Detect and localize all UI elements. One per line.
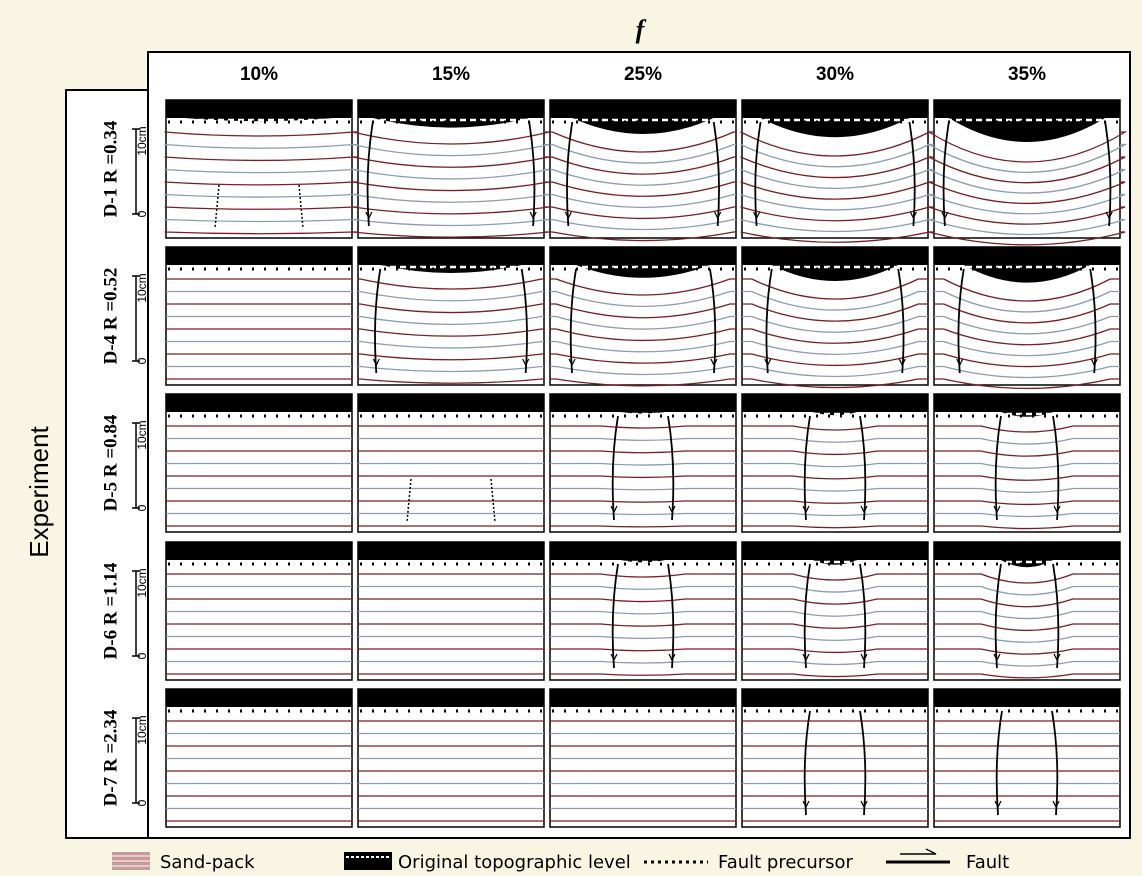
topo-bar xyxy=(358,394,544,412)
topo-bar xyxy=(550,100,736,118)
row-label: D-6 R =1.14 xyxy=(100,562,121,659)
legend-label: Sand-pack xyxy=(160,852,255,873)
topo-bar xyxy=(550,542,736,560)
topo-bar xyxy=(358,542,544,560)
topo-bar xyxy=(550,689,736,707)
row-label: D-7 R =2.34 xyxy=(100,709,121,806)
panel xyxy=(550,394,736,532)
panel xyxy=(166,394,352,532)
topo-bar xyxy=(934,542,1120,560)
scale-top: 10cm xyxy=(135,715,149,744)
topo-bar xyxy=(358,689,544,707)
panel xyxy=(353,100,549,238)
topo-bar xyxy=(166,100,352,118)
panel xyxy=(742,247,928,388)
panel xyxy=(165,100,354,238)
topo-bar xyxy=(742,542,928,560)
scale-bottom: 0 xyxy=(135,652,149,659)
panel xyxy=(166,247,352,385)
panel xyxy=(929,100,1125,245)
panel xyxy=(550,542,736,680)
topo-bar xyxy=(358,247,544,265)
panel xyxy=(741,100,930,242)
topo-bar xyxy=(742,689,928,707)
legend-label: Fault xyxy=(966,852,1009,873)
scale-top: 10cm xyxy=(135,568,149,597)
row-label: D-4 R =0.52 xyxy=(100,268,121,365)
panel xyxy=(166,542,352,680)
panel xyxy=(742,394,928,532)
panel xyxy=(166,689,352,827)
panel xyxy=(934,247,1120,388)
topo-bar xyxy=(934,247,1120,265)
topo-bar xyxy=(358,100,544,118)
topo-bar xyxy=(742,394,928,412)
scale-bottom: 0 xyxy=(135,357,149,364)
panel xyxy=(358,689,544,827)
row-label: D-5 R =0.84 xyxy=(100,414,121,511)
figure: f Experiment Sand-pack Original topograp… xyxy=(0,0,1142,876)
scale-top: 10cm xyxy=(135,420,149,449)
scale-bottom: 0 xyxy=(135,504,149,511)
topo-bar xyxy=(742,100,928,118)
topo-bar xyxy=(166,247,352,265)
topo-bar xyxy=(166,689,352,707)
scale-top: 10cm xyxy=(135,273,149,302)
scale-bottom: 0 xyxy=(135,210,149,217)
panel xyxy=(358,247,544,385)
topo-bar xyxy=(550,247,736,265)
panel xyxy=(742,542,928,680)
legend-label: Original topographic level xyxy=(398,852,631,873)
panel xyxy=(550,689,736,827)
topo-bar xyxy=(742,247,928,265)
column-header: 35% xyxy=(1008,64,1046,85)
sandpack-swatch xyxy=(112,852,150,870)
panel xyxy=(550,247,736,386)
panel xyxy=(358,394,544,532)
topo-bar xyxy=(934,100,1120,118)
topo-swatch xyxy=(344,852,392,870)
panel xyxy=(742,689,928,827)
legend-label: Fault precursor xyxy=(718,852,854,873)
panel xyxy=(358,542,544,680)
column-header: 25% xyxy=(624,64,662,85)
scale-top: 10cm xyxy=(135,126,149,155)
panel xyxy=(550,100,736,241)
column-header: 30% xyxy=(816,64,854,85)
scale-bottom: 0 xyxy=(135,799,149,806)
topo-bar xyxy=(166,394,352,412)
column-header: 15% xyxy=(432,64,470,85)
panel xyxy=(934,689,1120,827)
side-label: Experiment xyxy=(24,425,54,557)
topo-bar xyxy=(550,394,736,412)
row-label: D-1 R =0.34 xyxy=(100,120,121,217)
panel xyxy=(934,542,1120,680)
topo-bar xyxy=(934,689,1120,707)
panel xyxy=(934,394,1120,532)
column-header: 10% xyxy=(240,64,278,85)
topo-bar xyxy=(166,542,352,560)
topo-bar xyxy=(934,394,1120,412)
